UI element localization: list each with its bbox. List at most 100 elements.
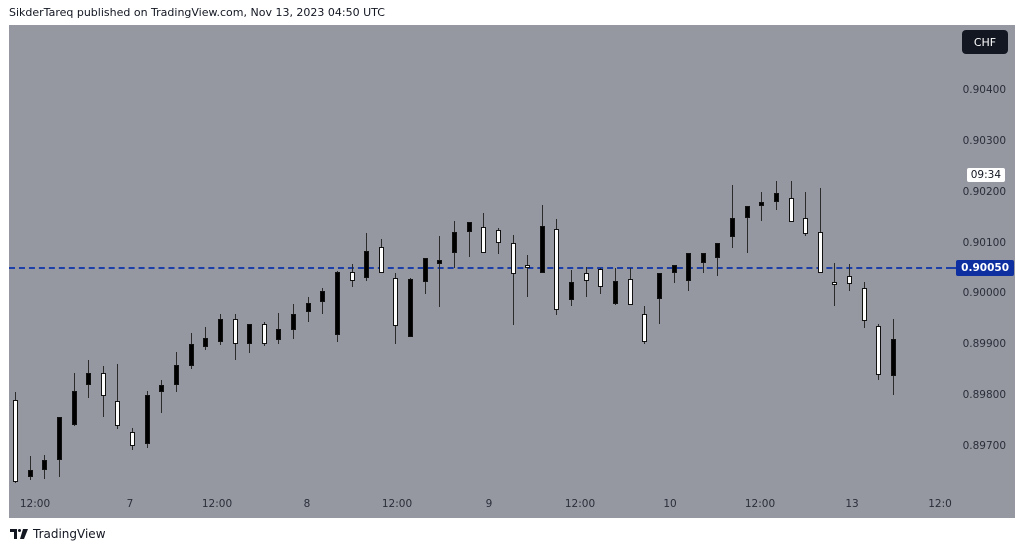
candle-body-up [437, 260, 443, 265]
candle-body-up [203, 337, 209, 347]
candle-wick [819, 188, 821, 274]
candle-body-down [788, 197, 794, 223]
candle-wick [468, 222, 470, 257]
price-tick-label: 0.90200 [962, 185, 1006, 198]
candle-body-down [13, 400, 18, 482]
candle-body-down [510, 242, 516, 274]
horizontal-line-axis-marker [952, 267, 958, 269]
candle-body-up [188, 344, 194, 367]
tradingview-logo-icon [10, 529, 28, 539]
candle-body-up [744, 205, 750, 219]
candle-body-down [525, 265, 531, 269]
time-tick-label: 12:0 [928, 498, 952, 510]
candle-body-up [247, 323, 253, 345]
candle-body-up [569, 282, 575, 300]
candle-body-down [378, 246, 384, 274]
candle-body-up [466, 222, 472, 233]
time-tick-label: 8 [303, 498, 311, 510]
price-tick-label: 0.90400 [962, 84, 1006, 96]
time-tick-label: 10 [663, 498, 677, 510]
time-tick-label: 9 [485, 498, 493, 510]
candle-body-down [861, 288, 867, 322]
candle-body-up [86, 372, 92, 385]
candle-body-up [656, 273, 662, 299]
candle-body-down [817, 232, 823, 274]
price-tick-label: 0.89900 [962, 338, 1006, 351]
candle-body-down [627, 278, 633, 305]
candle-body-down [803, 218, 809, 234]
candle-body-down [481, 227, 487, 253]
candle-body-down [554, 228, 560, 310]
candle-body-up [671, 265, 677, 274]
candle-wick [512, 235, 514, 325]
candle-body-down [100, 373, 106, 396]
time-tick-label: 12:00 [744, 498, 776, 510]
candle-body-down [847, 275, 853, 285]
currency-button[interactable]: CHF [962, 30, 1008, 54]
candle-body-up [612, 280, 618, 304]
candle-body-up [56, 416, 62, 461]
candle-body-up [452, 232, 457, 253]
candle-wick [673, 265, 675, 284]
candlestick-plot[interactable] [9, 25, 952, 490]
candle-wick [732, 185, 734, 248]
price-tick-label: 0.89700 [962, 440, 1006, 452]
candle-wick [717, 242, 719, 276]
time-tick-label: 12:00 [19, 498, 51, 510]
brand-name: TradingView [33, 527, 106, 541]
candle-body-down [261, 323, 267, 345]
candle-body-up [27, 470, 33, 477]
time-tick-label: 12:00 [564, 498, 596, 510]
candle-body-down [130, 432, 136, 446]
candle-wick [439, 236, 441, 308]
candle-body-down [598, 269, 604, 288]
candle-wick [527, 255, 529, 297]
candle-body-up [291, 313, 297, 331]
price-tick-label: 0.89800 [962, 389, 1006, 402]
candle-body-down [495, 229, 501, 243]
candle-wick [761, 191, 763, 221]
publisher-line: SikderTareq published on TradingView.com… [9, 6, 385, 19]
candle-wick [29, 456, 31, 480]
time-tick-label: 13 [845, 498, 859, 510]
candle-wick [278, 312, 280, 345]
candle-wick [585, 266, 587, 298]
bar-countdown: 09:34 [966, 168, 1005, 183]
time-tick-label: 12:00 [381, 498, 413, 510]
candle-wick [805, 191, 807, 236]
candle-wick [117, 363, 119, 430]
candle-body-up [891, 339, 896, 376]
candle-body-down [876, 326, 882, 375]
candle-body-up [42, 459, 48, 471]
candle-body-up [305, 302, 311, 313]
candle-body-up [71, 391, 77, 425]
price-tick-label: 0.90300 [962, 134, 1006, 147]
candle-body-up [144, 395, 150, 444]
candle-body-down [349, 272, 355, 281]
chart-area[interactable]: CHF 09:34 0.90050 0.90400 0.90300 0.90200 0… [9, 25, 1015, 518]
candle-body-up [715, 242, 721, 258]
candle-body-up [364, 250, 370, 279]
candle-body-up [159, 384, 165, 392]
candle-body-down [642, 313, 648, 342]
horizontal-line-price-label: 0.90050 [956, 260, 1014, 276]
candle-body-up [217, 318, 223, 342]
candle-body-up [773, 192, 779, 202]
candle-wick [746, 205, 748, 253]
candle-body-up [173, 364, 179, 385]
candle-body-up [700, 252, 706, 263]
candle-body-up [686, 252, 692, 281]
candle-body-down [583, 273, 589, 281]
horizontal-line[interactable] [9, 267, 952, 269]
candle-body-up [408, 279, 414, 337]
price-axis[interactable]: CHF 09:34 0.90050 0.90400 0.90300 0.90200 0… [952, 25, 1015, 518]
candle-body-up [422, 257, 428, 283]
time-axis[interactable]: 12:00 7 12:00 8 12:00 9 12:00 10 12:00 13 12:0 [9, 490, 952, 518]
time-tick-label: 7 [126, 498, 134, 510]
footer-brand[interactable]: TradingView [10, 527, 106, 541]
candle-body-up [334, 271, 340, 336]
price-tick-label: 0.90100 [962, 236, 1006, 249]
candle-body-up [539, 225, 545, 274]
candle-body-down [232, 318, 238, 345]
candle-body-up [320, 290, 326, 303]
